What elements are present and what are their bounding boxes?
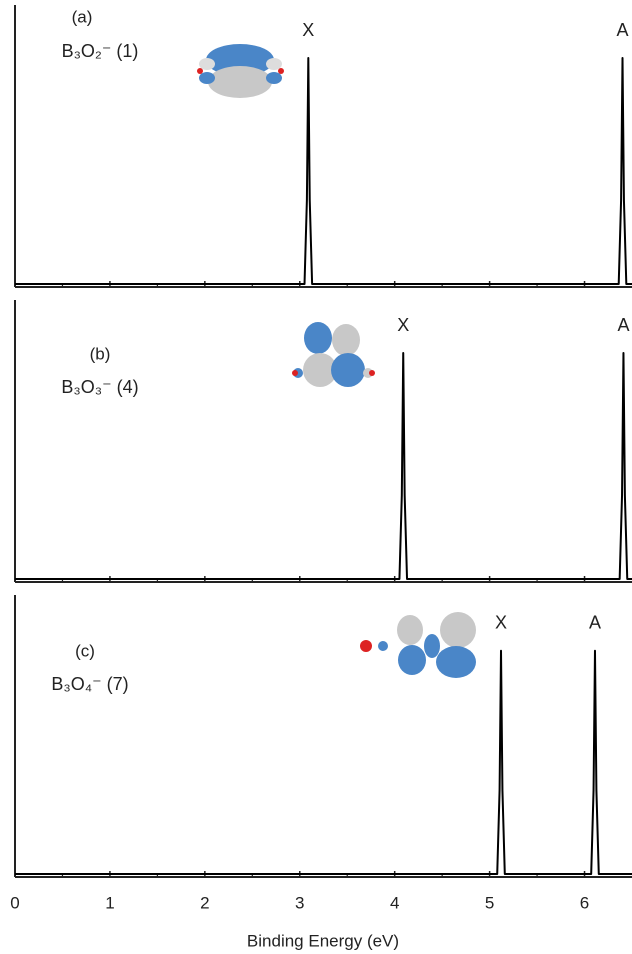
x-tick-label: 1 <box>105 893 114 912</box>
orbital-a <box>197 44 284 98</box>
peak-label: A <box>589 613 601 633</box>
spectrum-line <box>15 58 632 284</box>
x-tick-label: 3 <box>295 893 304 912</box>
formula-label: B₃O₄⁻ (7) <box>51 674 128 694</box>
orbital-c <box>360 612 476 678</box>
peak-label: A <box>616 20 628 40</box>
peak-label: X <box>397 315 409 335</box>
x-tick-label: 2 <box>200 893 209 912</box>
panel-label: (c) <box>75 641 95 660</box>
orbital-b <box>292 322 375 387</box>
page: (a) B₃O₂⁻ (1) X A (b) B₃O₃⁻ (4) X A 0 1 2 3 4 5 6 Bindi… <box>0 0 632 954</box>
peak-label: X <box>302 20 314 40</box>
x-axis-label: Binding Energy (eV) <box>247 931 399 950</box>
panel-label: (b) <box>90 344 111 363</box>
x-tick-label: 4 <box>390 893 399 912</box>
peak-label: X <box>495 613 507 633</box>
chart: (a) B₃O₂⁻ (1) X A (b) B₃O₃⁻ (4) X A 0 1 2 3 4 5 6 Bindi… <box>0 0 632 954</box>
panel-label: (a) <box>72 7 93 26</box>
peak-label: A <box>617 315 629 335</box>
x-tick-label: 5 <box>485 893 494 912</box>
x-tick-label: 0 <box>10 893 19 912</box>
formula-label: B₃O₂⁻ (1) <box>62 41 139 61</box>
formula-label: B₃O₃⁻ (4) <box>61 377 138 397</box>
x-tick-label: 6 <box>580 893 589 912</box>
